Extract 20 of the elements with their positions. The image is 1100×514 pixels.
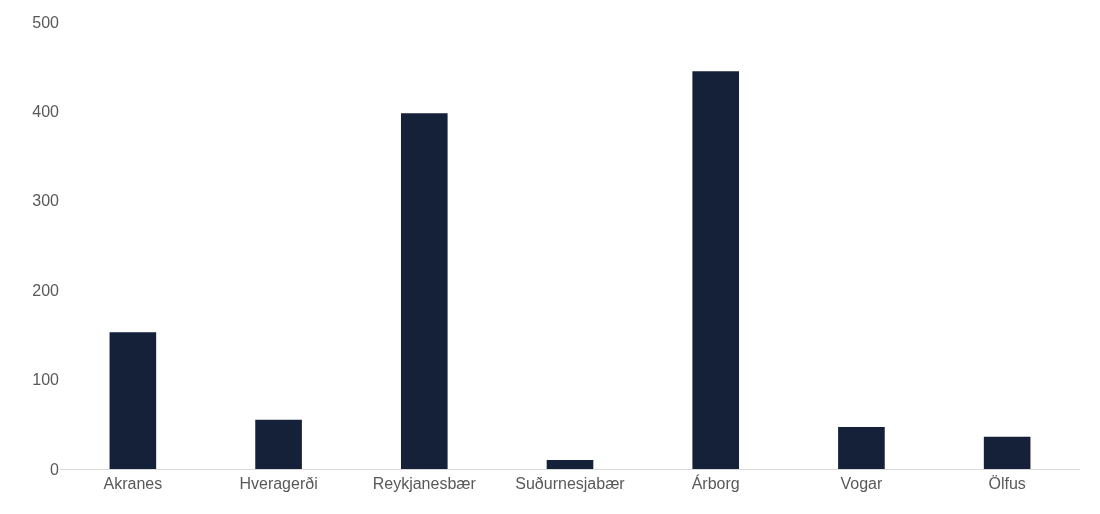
x-tick-label: Hveragerði bbox=[239, 475, 318, 493]
y-tick-label: 300 bbox=[32, 192, 60, 210]
bar bbox=[255, 419, 302, 469]
x-tick-label: Árborg bbox=[691, 474, 740, 493]
y-tick-label: 400 bbox=[32, 103, 60, 120]
y-tick-label: 500 bbox=[32, 13, 60, 31]
bar bbox=[692, 71, 740, 469]
bar bbox=[109, 332, 157, 469]
y-tick-label: 0 bbox=[50, 460, 60, 478]
bar bbox=[838, 426, 885, 469]
x-tick-label: Suðurnesjabær bbox=[515, 475, 626, 493]
y-tick-label: 100 bbox=[32, 371, 60, 389]
x-tick-label: Akranes bbox=[103, 475, 163, 493]
bar bbox=[400, 113, 448, 469]
x-tick-label: Ölfus bbox=[988, 475, 1026, 493]
bar bbox=[983, 436, 1031, 469]
bar bbox=[546, 460, 594, 469]
x-tick-label: Reykjanesbær bbox=[372, 475, 477, 493]
x-tick-label: Vogar bbox=[840, 475, 884, 493]
y-tick-label: 200 bbox=[32, 281, 60, 299]
